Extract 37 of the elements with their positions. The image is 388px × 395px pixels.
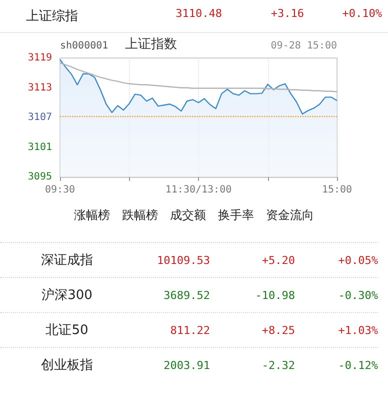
text: 811.22 (169, 324, 210, 336)
chart-title: 上证指数 (125, 37, 177, 52)
text: -0.30% (337, 288, 378, 302)
text: +3.16 (270, 7, 304, 22)
text: 涨幅榜 (74, 207, 110, 224)
text: +0.10% (341, 7, 382, 22)
text: +1.03% (337, 324, 378, 336)
text: -0.12% (337, 358, 378, 372)
text: 创业板指 (40, 357, 94, 374)
text: 跌幅榜 (122, 207, 158, 224)
text: 资金流向 (266, 207, 314, 224)
text: -10.98 (254, 288, 295, 302)
text: 上证综指 (26, 8, 79, 25)
text: 3110.48 (174, 7, 222, 22)
y-tick-label: 3113 (28, 82, 52, 94)
y-tick-label: 3101 (28, 142, 52, 153)
line-series (59, 62, 338, 92)
y-tick-label: 3095 (28, 172, 52, 182)
text: 09-28 15:00 (270, 40, 338, 52)
text: 换手率 (218, 207, 254, 224)
x-tick-label: 15:00 (322, 184, 352, 196)
text: 成交额 (170, 207, 206, 224)
text: 沪深300 (40, 287, 94, 304)
x-tick-label: 11:30/13:00 (165, 184, 232, 196)
text: +5.20 (260, 254, 295, 266)
chart-subtitle: sh000001 (60, 40, 108, 52)
text: 3689.52 (162, 288, 210, 302)
text: 10109.53 (156, 254, 210, 266)
x-tick-label: 09:30 (44, 184, 76, 196)
text: 深证成指 (40, 252, 94, 269)
y-tick-label: 3107 (28, 112, 52, 123)
text: +8.25 (260, 324, 295, 336)
text: 2003.91 (162, 358, 210, 372)
y-tick-label: 3119 (28, 52, 52, 64)
text: +0.05% (337, 254, 378, 266)
text: 北证50 (44, 322, 90, 339)
text: -2.32 (260, 358, 295, 372)
